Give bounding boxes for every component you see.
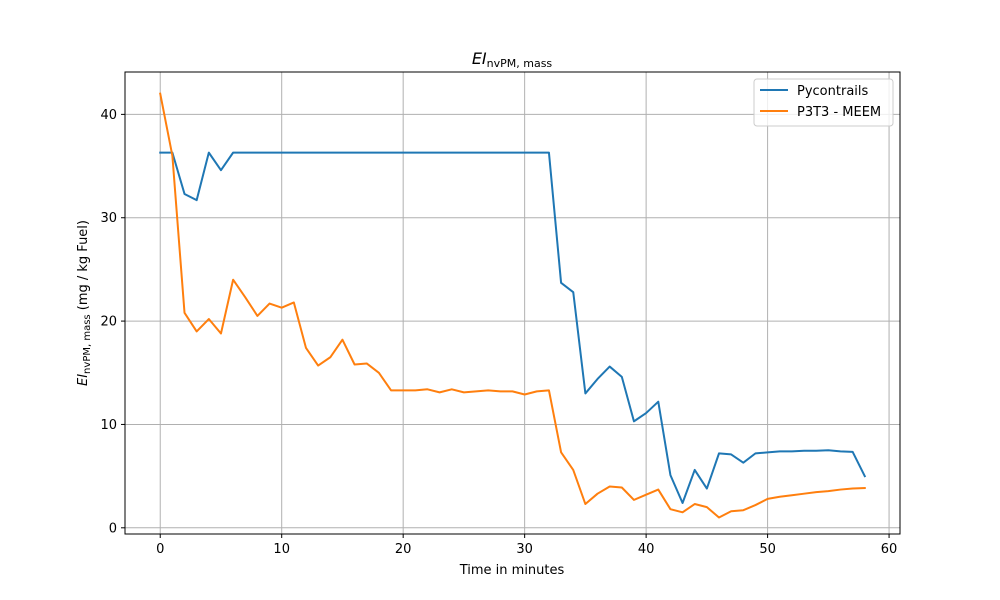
y-axis-label-sub: nvPM, mass: [82, 314, 93, 374]
y-axis-label: EInvPM, mass (mg / kg Fuel): [76, 220, 93, 386]
legend: Pycontrails P3T3 - MEEM: [753, 78, 894, 127]
y-tick-label: 40: [100, 108, 117, 123]
x-tick-label: 60: [881, 542, 898, 557]
x-tick-label: 10: [273, 542, 290, 557]
series-line-pycontrails: [159, 151, 867, 504]
series-line-p3t3-meem: [159, 92, 866, 519]
plot-area-frame: [124, 71, 901, 535]
x-tick-label: 30: [516, 542, 533, 557]
y-axis-label-main: EI: [76, 374, 91, 386]
y-tick-label: 20: [100, 315, 117, 330]
x-tick-label: 40: [638, 542, 655, 557]
legend-label-pycontrails: Pycontrails: [797, 84, 869, 99]
grid: [125, 72, 900, 534]
y-tick-label: 0: [109, 521, 117, 536]
chart-title-main: EI: [472, 49, 487, 68]
chart-title-sub: nvPM, mass: [487, 57, 553, 70]
legend-box: [753, 78, 894, 127]
chart-title: EInvPM, mass: [472, 49, 553, 70]
x-tick-label: 20: [395, 542, 412, 557]
axis-ticks: 0 10 20 30 40 50 60 0 10 20 30 40: [100, 108, 897, 557]
x-axis-label: Time in minutes: [459, 563, 565, 578]
y-axis-label-rest: (mg / kg Fuel): [76, 220, 91, 314]
y-tick-label: 10: [100, 418, 117, 433]
legend-label-p3t3-meem: P3T3 - MEEM: [797, 105, 881, 120]
y-tick-label: 30: [100, 211, 117, 226]
series-lines: [159, 92, 867, 519]
x-tick-label: 0: [156, 542, 164, 557]
x-tick-label: 50: [759, 542, 776, 557]
